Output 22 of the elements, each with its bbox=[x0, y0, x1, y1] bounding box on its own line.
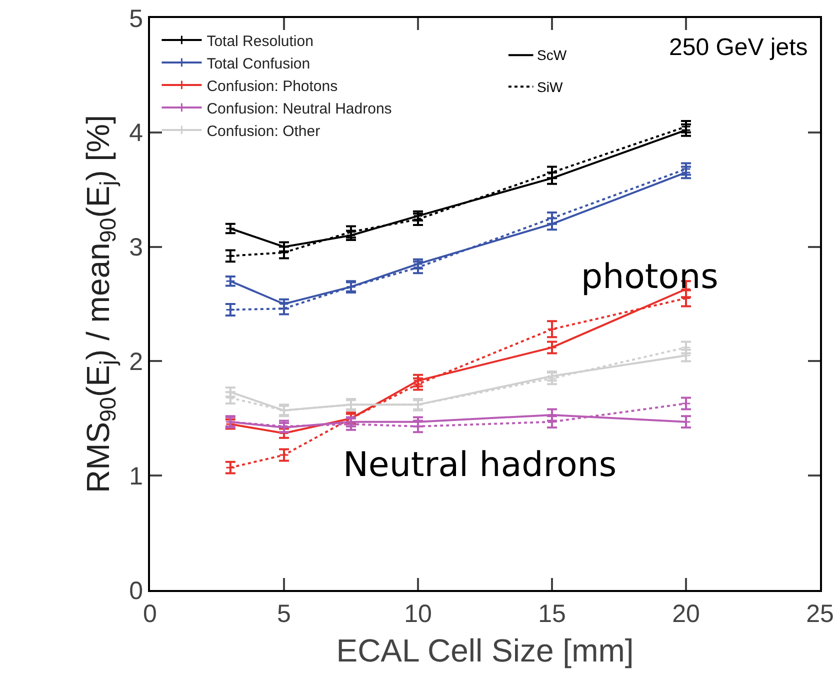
legend-label: Confusion: Other bbox=[206, 122, 320, 140]
y-tick-label: 3 bbox=[129, 234, 143, 262]
annotation: photons bbox=[581, 257, 718, 297]
x-tick-label: 15 bbox=[538, 600, 566, 628]
legend-label: Total Confusion bbox=[206, 55, 310, 72]
y-tick-label: 5 bbox=[129, 4, 143, 33]
x-tick-label: 25 bbox=[806, 600, 834, 628]
x-axis-title: ECAL Cell Size [mm] bbox=[336, 632, 634, 668]
annotation: ScW bbox=[537, 47, 568, 63]
annotation: 250 GeV jets bbox=[669, 34, 808, 61]
annotation: SiW bbox=[537, 79, 564, 95]
y-tick-label: 0 bbox=[129, 576, 143, 605]
legend-label: Confusion: Neutral Hadrons bbox=[206, 100, 392, 118]
annotation: Neutral hadrons bbox=[343, 445, 617, 485]
x-tick-label: 10 bbox=[404, 600, 432, 628]
x-tick-label: 20 bbox=[672, 600, 700, 628]
x-tick-label: 5 bbox=[277, 600, 291, 628]
legend-label: Confusion: Photons bbox=[206, 78, 338, 95]
y-tick-label: 4 bbox=[129, 119, 144, 148]
legend-label: Total Resolution bbox=[206, 32, 314, 50]
y-tick-label: 1 bbox=[129, 462, 143, 490]
y-tick-label: 2 bbox=[129, 348, 143, 376]
